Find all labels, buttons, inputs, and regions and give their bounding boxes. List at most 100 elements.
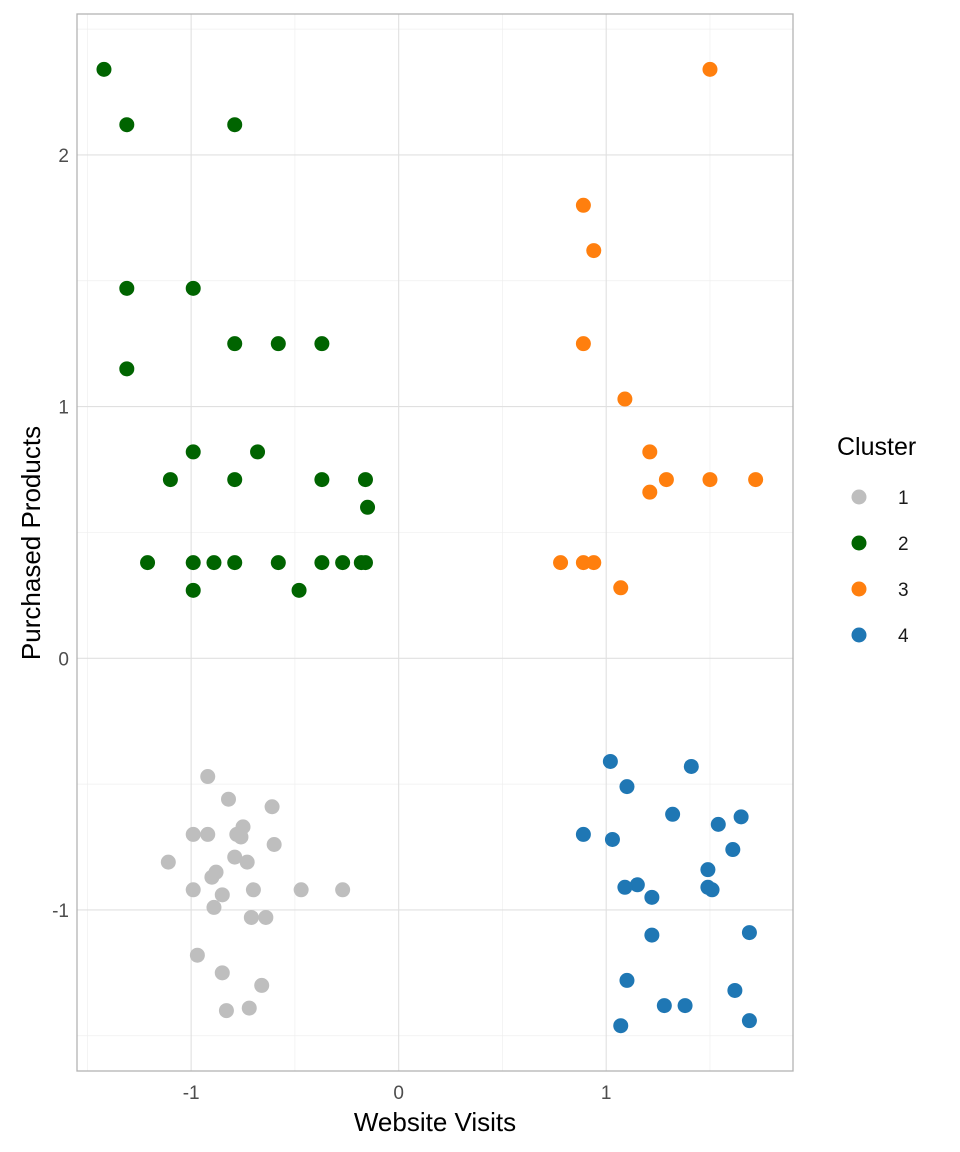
data-point	[293, 882, 309, 898]
data-point	[221, 791, 237, 807]
legend-item-1: 1	[851, 488, 909, 509]
data-point	[239, 854, 255, 870]
data-point	[241, 1000, 257, 1016]
data-point	[270, 336, 286, 352]
data-point	[119, 280, 135, 296]
data-point	[700, 862, 716, 878]
data-point	[748, 472, 764, 488]
data-point	[245, 882, 261, 898]
data-point	[642, 444, 658, 460]
legend-item-2: 2	[851, 534, 909, 555]
legend-key	[851, 627, 867, 643]
data-point	[140, 555, 156, 571]
data-point	[604, 831, 620, 847]
legend-label: 2	[898, 534, 909, 555]
data-point	[613, 1018, 629, 1034]
data-point	[357, 472, 373, 488]
data-point	[200, 826, 216, 842]
y-tick-label: 1	[58, 398, 69, 419]
data-point	[189, 947, 205, 963]
data-point	[243, 909, 259, 925]
legend-label: 3	[898, 580, 909, 601]
data-point	[617, 879, 633, 895]
data-point	[677, 998, 693, 1014]
y-axis-title: Purchased Products	[16, 426, 46, 660]
legend-entries: 1 2 3 4	[851, 488, 909, 647]
data-point	[185, 582, 201, 598]
data-point	[266, 837, 282, 852]
data-point	[683, 758, 699, 774]
data-point	[586, 555, 602, 571]
data-point	[658, 472, 674, 488]
data-point	[575, 197, 591, 213]
data-point	[291, 582, 307, 598]
data-point	[227, 849, 243, 865]
data-point	[586, 243, 602, 259]
x-tick-label: 0	[393, 1083, 404, 1104]
legend-key	[851, 581, 867, 597]
data-point	[185, 555, 201, 571]
data-point	[227, 336, 243, 352]
data-point	[185, 882, 201, 898]
legend-label: 4	[898, 626, 909, 647]
legend-item-4: 4	[851, 626, 909, 647]
legend-key	[851, 535, 867, 551]
data-point	[741, 925, 757, 941]
data-point	[702, 472, 718, 488]
cluster-3-series	[553, 61, 764, 596]
cluster-2-series	[96, 61, 376, 598]
legend-key	[851, 489, 867, 505]
legend-title: Cluster	[837, 433, 916, 461]
data-point	[206, 555, 222, 571]
data-point	[644, 889, 660, 905]
data-point	[619, 972, 635, 988]
data-point	[602, 753, 618, 769]
data-point	[227, 472, 243, 488]
data-points	[96, 61, 764, 1034]
data-point	[206, 899, 222, 915]
data-point	[733, 809, 749, 825]
x-axis-title: Website Visits	[354, 1107, 516, 1137]
data-point	[725, 842, 741, 858]
data-point	[335, 555, 351, 571]
data-point	[160, 854, 176, 870]
data-point	[335, 882, 351, 898]
data-point	[710, 816, 726, 832]
data-point	[185, 826, 201, 842]
data-point	[702, 61, 718, 77]
data-point	[258, 909, 274, 925]
data-point	[619, 779, 635, 795]
data-point	[250, 444, 266, 460]
data-point	[204, 869, 220, 885]
data-point	[119, 361, 135, 377]
data-point	[357, 555, 373, 571]
data-point	[227, 555, 243, 571]
data-point	[617, 391, 633, 407]
data-point	[185, 444, 201, 460]
data-point	[96, 61, 112, 77]
data-point	[727, 982, 743, 998]
data-point	[575, 555, 591, 571]
data-point	[214, 965, 230, 981]
data-point	[613, 580, 629, 596]
cluster-1-series	[160, 769, 351, 1019]
data-point	[314, 555, 330, 571]
data-point	[214, 887, 230, 903]
x-tick-label: -1	[183, 1083, 200, 1104]
x-tick-label: 1	[601, 1083, 612, 1104]
data-point	[264, 799, 280, 815]
y-tick-label: 0	[58, 649, 69, 670]
legend: Cluster 1 2 3 4	[837, 433, 916, 647]
data-point	[644, 927, 660, 943]
data-point	[218, 1003, 234, 1019]
data-point	[575, 336, 591, 352]
axes: Website Visits Purchased Products -1 0 1 -1…	[16, 146, 612, 1137]
data-point	[553, 555, 569, 571]
data-point	[119, 117, 135, 133]
cluster-4-series	[575, 753, 757, 1034]
data-point	[200, 769, 216, 785]
legend-label: 1	[898, 488, 909, 509]
data-point	[665, 806, 681, 822]
